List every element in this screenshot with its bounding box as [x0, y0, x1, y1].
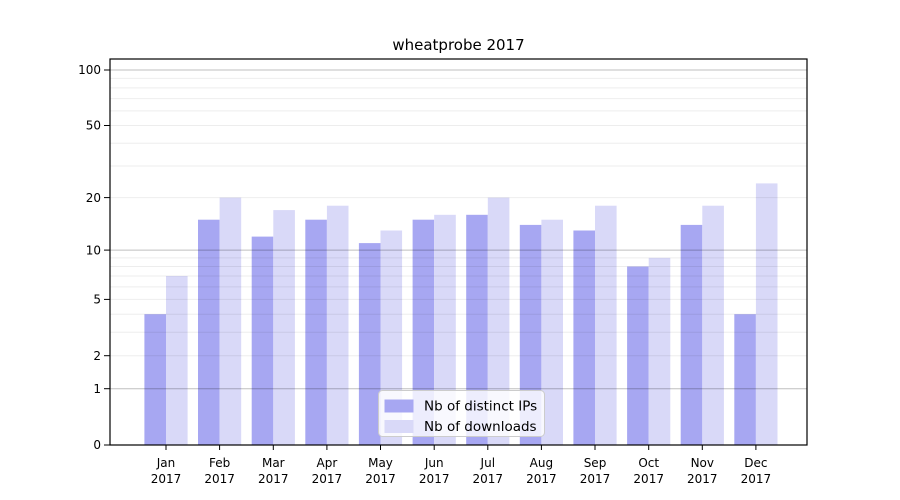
y-axis-tick-label: 20 [86, 191, 101, 205]
x-axis-tick-label-month: Dec [744, 456, 767, 470]
x-axis-tick-label-year: 2017 [687, 472, 718, 486]
bar-distinct-ips [627, 266, 649, 445]
x-axis-tick-label-month: Jun [424, 456, 444, 470]
x-axis-tick-label-month: Jan [156, 456, 176, 470]
bar-distinct-ips [412, 219, 435, 445]
chart-title: wheatprobe 2017 [392, 36, 524, 54]
bar-downloads [434, 214, 456, 445]
bar-downloads [702, 205, 724, 445]
x-axis-tick-label-year: 2017 [419, 472, 450, 486]
x-axis-tick-label-year: 2017 [365, 472, 396, 486]
legend-label-downloads: Nb of downloads [424, 419, 537, 435]
x-axis-tick-label-month: Mar [262, 456, 285, 470]
y-axis-tick-label: 100 [78, 63, 101, 77]
legend-label-distinct-ips: Nb of distinct IPs [424, 399, 537, 415]
bar-downloads [755, 183, 778, 445]
y-axis-tick-label: 0 [93, 438, 101, 452]
bar-distinct-ips [198, 219, 220, 445]
y-axis-tick-label: 10 [86, 243, 101, 257]
y-axis-tick-label: 2 [93, 349, 101, 363]
x-axis-tick-label-year: 2017 [312, 472, 343, 486]
x-axis-tick-label-month: Oct [638, 456, 659, 470]
x-axis-tick-label-month: Sep [584, 456, 607, 470]
x-axis-tick-label-year: 2017 [473, 472, 504, 486]
x-axis-tick-label-month: Apr [317, 456, 338, 470]
bar-downloads [166, 276, 188, 445]
x-axis-tick-label-month: Nov [691, 456, 714, 470]
bar-distinct-ips [305, 219, 327, 445]
bar-distinct-ips [466, 214, 488, 445]
x-axis-tick-label-month: Jul [480, 456, 495, 470]
x-axis-tick-label-year: 2017 [151, 472, 182, 486]
y-axis-tick-label: 50 [86, 119, 101, 133]
plot-area: 0 1 2 5 10 20 50 100 Jan 2017 Feb 2017 Mar 2017 Apr 201… [78, 58, 808, 486]
bar-downloads [541, 219, 563, 445]
x-axis-tick-label-month: Feb [209, 456, 230, 470]
legend-swatch-downloads [384, 420, 414, 433]
bar-downloads [273, 210, 295, 445]
x-axis-tick-label-year: 2017 [526, 472, 557, 486]
x-axis-tick-label-year: 2017 [580, 472, 611, 486]
x-axis-tick-label-month: Aug [530, 456, 553, 470]
bar-downloads [326, 205, 349, 445]
bar-distinct-ips [519, 224, 542, 445]
bar-downloads [487, 197, 510, 445]
y-axis-tick-label: 1 [93, 382, 101, 396]
x-axis-tick-label-year: 2017 [258, 472, 289, 486]
x-axis-tick-label-year: 2017 [204, 472, 235, 486]
bar-downloads [219, 197, 242, 445]
bar-distinct-ips [251, 236, 274, 445]
bar-distinct-ips [358, 243, 381, 445]
bar-distinct-ips [573, 230, 595, 445]
x-axis-tick-label-year: 2017 [633, 472, 664, 486]
axes-spines [109, 58, 808, 446]
x-axis-tick-label-year: 2017 [741, 472, 772, 486]
bar-downloads [648, 257, 671, 445]
y-axis-tick-label: 5 [93, 293, 101, 307]
bar-distinct-ips [144, 314, 166, 445]
bar-distinct-ips [734, 314, 756, 445]
bar-downloads [595, 205, 617, 445]
legend: Nb of distinct IPs Nb of downloads [378, 390, 545, 437]
x-axis-tick-label-month: May [368, 456, 393, 470]
bar-distinct-ips [680, 224, 703, 445]
legend-swatch-distinct-ips [384, 399, 414, 413]
legend-box [378, 390, 545, 437]
